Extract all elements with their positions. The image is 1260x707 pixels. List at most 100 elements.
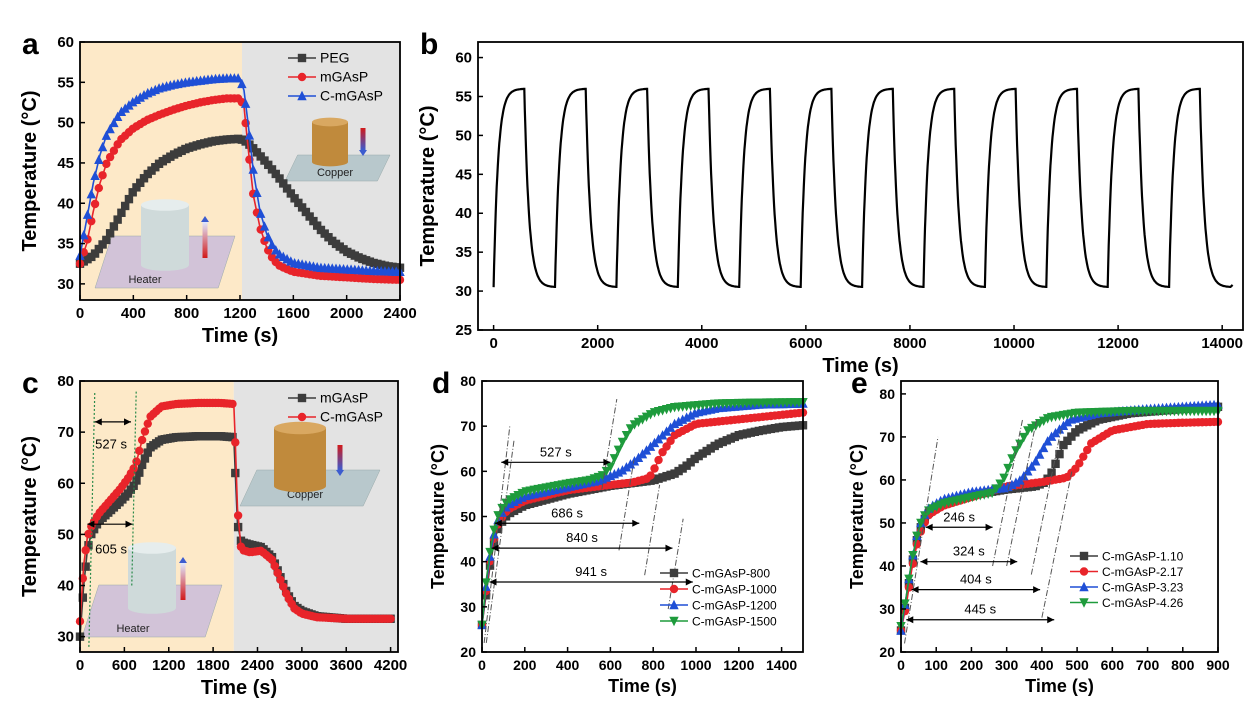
interval-arrow-head-right [124,418,132,426]
plot-area [75,73,405,285]
x-tick-label: 600 [599,657,623,673]
interval-arrow-head-left [501,458,509,466]
x-tick-label: 4000 [685,335,718,352]
data-point [259,221,270,231]
legend-item: C-mGAsP-1500 [660,615,777,629]
data-point [128,188,137,197]
series-markers-4 [477,398,808,631]
data-point [237,78,247,89]
x-tick-label: 400 [121,305,146,322]
panel-letter: c [22,367,39,400]
y-tick-label: 70 [460,418,476,434]
data-point [991,484,1001,494]
y-tick-label: 50 [879,515,895,531]
data-point [140,427,150,436]
x-tick-label: 1400 [766,657,797,673]
data-point [1007,454,1017,464]
tangent-line [1006,419,1038,567]
y-axis-label: Temperature (°C) [19,436,41,597]
guide-line [88,391,96,647]
legend-label: C-mGAsP [320,88,383,104]
interval-arrow-head-left [925,523,933,531]
data-point [1003,463,1013,474]
panel-letter: d [432,367,450,400]
data-point [481,578,491,588]
cylinder-base [274,479,326,493]
data-point [1062,416,1073,427]
data-point [105,152,115,162]
data-point [143,419,152,428]
data-point [485,547,495,558]
data-point [309,216,318,226]
data-point [312,221,322,230]
interval-arrow-head-right [985,523,993,531]
ticks: 0 200 400 600 800 1000 1200 1400 20 30 40 50 60 70 80 [460,373,797,673]
y-tick-label: 60 [879,472,895,488]
legend-label: C-mGAsP-800 [692,567,770,581]
legend-marker [297,412,307,422]
x-tick-label: 200 [960,657,984,673]
interval-label: 527 s [540,444,572,459]
data-point [1031,456,1041,466]
data-point [1038,442,1049,453]
data-point [1019,470,1029,481]
guide-line [131,391,137,586]
copper-cylinder [312,117,348,167]
data-point [79,229,89,240]
interval-arrow-head-left [491,544,499,552]
annotations: 246 s 324 s 404 s 445 s [904,419,1073,644]
x-axis-label: Time (s) [202,325,278,347]
interval-label: 324 s [953,544,985,559]
panel-b: 0 2000 4000 6000 8000 10000 12000 14000 25 30 35 40… [417,28,1244,377]
panel-letter: b [420,28,438,61]
data-point [228,399,237,409]
data-point [613,445,624,456]
y-tick-label: 70 [57,424,74,441]
cylinder-base [141,259,189,271]
y-tick-label: 40 [460,554,476,570]
x-axis-label: Time (s) [1025,676,1094,696]
cylinder-top [274,421,326,435]
x-tick-label: 100 [925,657,949,673]
legend-label: mGAsP [320,69,368,85]
legend: C-mGAsP-1.10C-mGAsP-2.17 C-mGAsP-3.23C-mG… [1070,550,1184,610]
data-point [621,431,632,441]
heater-label: Heater [116,623,149,635]
y-tick-label: 40 [57,578,74,595]
data-point [904,574,914,585]
interval-arrow-head-left [906,616,914,624]
data-point [1047,468,1056,477]
panel-a: Heater Copper 0 400 800 1200 1600 2000 2400 30 35 4… [19,28,417,347]
data-point [98,171,107,180]
data-point [1075,459,1084,468]
legend-label: C-mGAsP-4.26 [1102,596,1184,610]
y-tick-label: 50 [455,127,472,144]
data-point [132,457,141,466]
data-point [124,194,134,204]
data-point [97,141,108,152]
arrow-shaft [180,563,186,600]
legend: C-mGAsP-800 C-mGAsP-1000 C-mGAsP-1200 C-mGA… [660,567,777,629]
y-tick-label: 30 [57,629,74,646]
y-axis-label: Temperature (°C) [847,444,867,589]
y-tick-label: 55 [57,74,74,91]
interval-label: 404 s [960,572,992,587]
panel-letter: e [851,367,868,400]
data-point [617,465,628,475]
x-tick-label: 600 [112,657,137,674]
data-point [275,174,284,183]
x-tick-label: 1200 [723,657,754,673]
plot-area [75,398,395,641]
data-point [1019,432,1029,443]
legend-item: C-mGAsP-2.17 [1070,565,1184,579]
data-point [252,187,262,198]
data-point [908,551,918,561]
y-tick-label: 20 [879,644,895,660]
data-point [646,471,655,480]
data-point [489,525,499,535]
data-point [625,424,636,434]
x-tick-label: 800 [642,657,666,673]
data-point [132,183,141,192]
y-axis-label: Temperature (°C) [19,91,41,252]
legend-marker [669,568,679,578]
